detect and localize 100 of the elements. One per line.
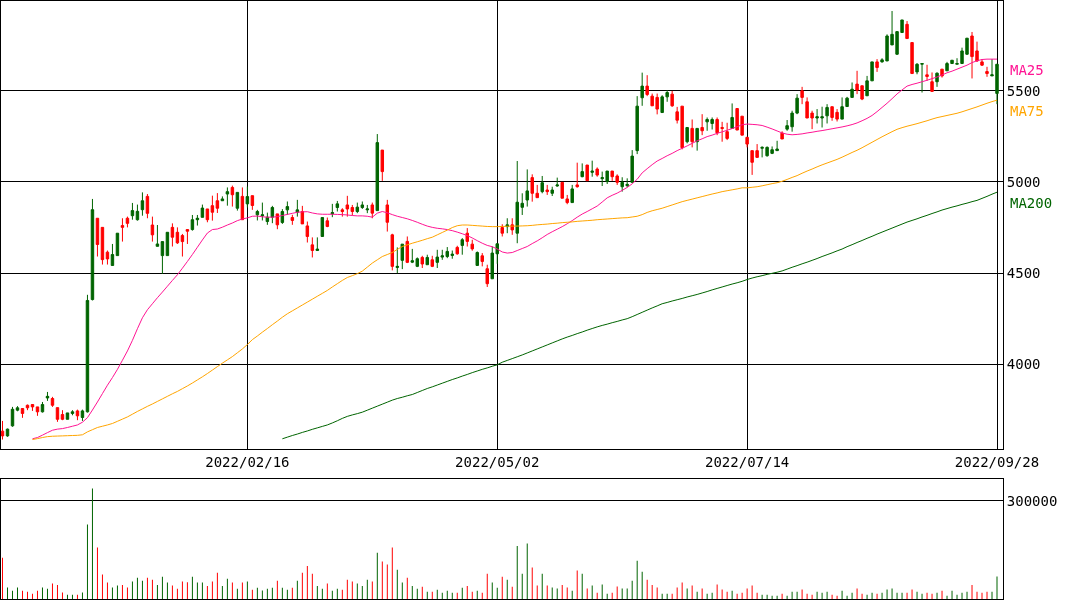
candlestick	[295, 199, 300, 218]
candlestick	[120, 217, 125, 243]
candlestick	[575, 162, 579, 189]
candlestick	[250, 195, 255, 211]
candlestick	[525, 168, 529, 208]
candlestick	[640, 72, 644, 107]
line-series	[281, 191, 998, 440]
candlestick	[155, 224, 160, 247]
candlestick	[40, 401, 45, 414]
candlestick	[800, 86, 804, 105]
candlestick	[670, 90, 674, 108]
y-tick-label: 5000	[1006, 173, 1041, 190]
candlestick	[910, 42, 914, 75]
candlestick	[500, 223, 504, 237]
candlestick	[55, 407, 60, 423]
candlestick	[330, 203, 335, 218]
candlestick	[420, 255, 425, 269]
candlestick	[480, 252, 484, 267]
candlestick	[150, 216, 155, 243]
candlestick	[545, 184, 549, 196]
candlestick	[50, 396, 55, 408]
candlestick	[215, 192, 220, 214]
candlestick	[485, 264, 489, 288]
candlestick	[875, 58, 879, 73]
candlestick	[730, 102, 734, 129]
y-tick-label: 300000	[1006, 492, 1058, 509]
series-label: MA25	[1010, 62, 1044, 78]
candlestick	[170, 222, 175, 248]
candlestick	[725, 122, 729, 141]
candlestick	[245, 186, 250, 208]
candlestick	[455, 245, 459, 256]
candlestick	[285, 200, 290, 216]
candlestick	[185, 229, 190, 245]
candlestick	[315, 236, 320, 252]
candlestick	[825, 103, 829, 124]
x-tick-label: 2022/09/28	[954, 453, 1040, 470]
candlestick	[570, 184, 574, 204]
candlestick	[135, 204, 140, 222]
candlestick	[595, 166, 599, 178]
candlestick	[125, 216, 130, 228]
candlestick	[700, 113, 704, 136]
candlestick	[465, 227, 469, 248]
candlestick	[930, 71, 934, 92]
candlestick	[630, 149, 634, 183]
candlestick	[180, 233, 185, 258]
candlestick	[75, 409, 80, 421]
candlestick	[310, 236, 315, 258]
candlestick	[220, 195, 225, 202]
candlestick	[140, 191, 145, 217]
candlestick	[1, 420, 5, 441]
candlestick	[745, 136, 749, 148]
candlestick	[80, 409, 85, 422]
candlestick	[200, 204, 205, 218]
candlestick	[110, 243, 115, 266]
candlestick	[225, 186, 230, 207]
candlestick	[460, 237, 464, 256]
candlestick	[390, 233, 395, 271]
candlestick	[175, 226, 180, 245]
candlestick	[555, 177, 559, 188]
candlestick	[270, 205, 275, 224]
candlestick	[130, 202, 135, 221]
candlestick	[95, 217, 100, 258]
candlestick	[550, 186, 554, 197]
candlestick	[985, 66, 989, 78]
candlestick	[325, 217, 330, 228]
candlestick	[65, 412, 70, 420]
candlestick	[20, 408, 25, 419]
candlestick	[400, 243, 405, 270]
candlestick	[410, 248, 415, 264]
candlestick	[335, 200, 340, 213]
y-tick-label: 5500	[1006, 82, 1041, 99]
candlestick	[280, 208, 285, 225]
candlestick	[195, 214, 200, 227]
candlestick	[690, 118, 694, 148]
candlestick	[435, 249, 440, 269]
candlestick	[685, 126, 689, 144]
candlestick	[395, 246, 400, 274]
candlestick	[925, 64, 929, 82]
candlestick	[210, 195, 215, 222]
candlestick	[260, 202, 265, 221]
candlestick	[635, 95, 639, 155]
candlestick	[15, 405, 20, 411]
candlestick	[60, 409, 65, 421]
candlestick	[105, 250, 110, 266]
candlestick	[290, 214, 295, 226]
candlestick	[380, 149, 385, 182]
candlestick	[430, 255, 435, 268]
candlestick	[695, 127, 699, 152]
candlestick	[145, 193, 150, 219]
candlestick	[375, 133, 380, 212]
candlestick	[850, 81, 854, 98]
candlestick	[355, 202, 360, 214]
x-tick-label: 2022/07/14	[704, 453, 790, 470]
candlestick	[645, 74, 649, 97]
candlestick	[30, 404, 35, 412]
candlestick	[320, 217, 325, 237]
candlestick	[45, 391, 50, 402]
candlestick	[5, 428, 10, 438]
candlestick	[370, 202, 375, 219]
candlestick	[405, 235, 410, 264]
